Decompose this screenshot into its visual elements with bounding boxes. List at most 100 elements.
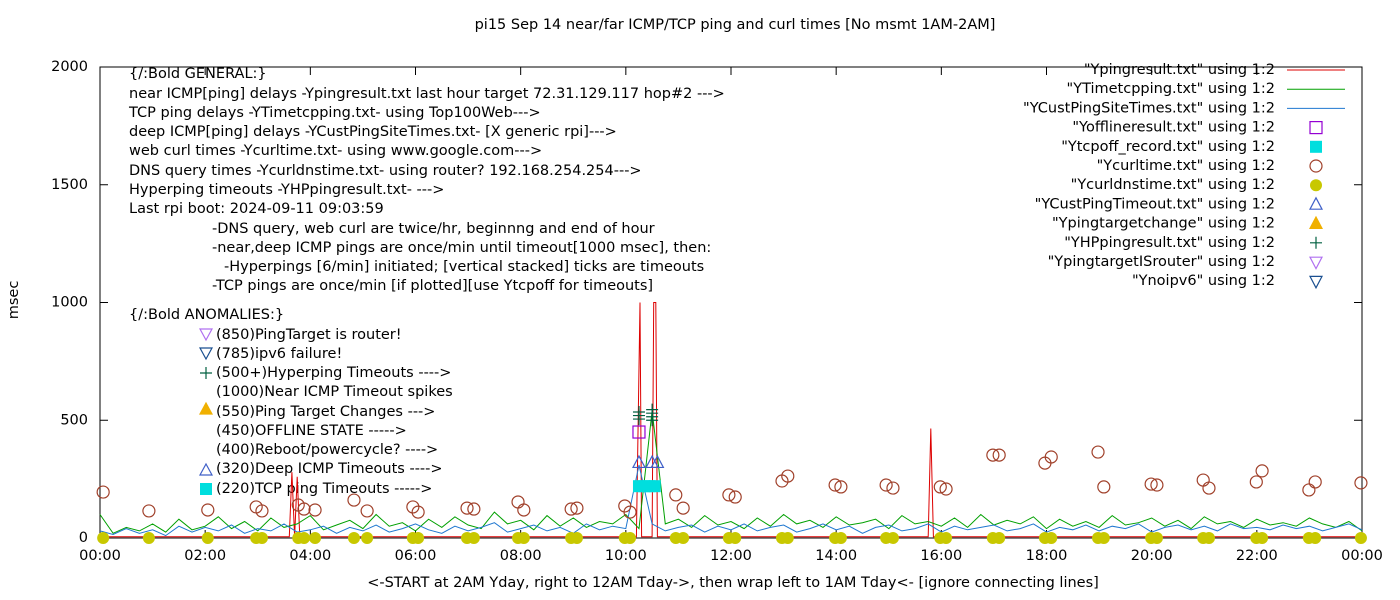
annotation: deep ICMP[ping] delays -YCustPingSiteTim… — [129, 124, 617, 140]
marker — [986, 448, 1000, 462]
annotation: (500+)Hyperping Timeouts ----> — [216, 365, 451, 381]
annotation: Hyperping timeouts -YHPpingresult.txt- -… — [129, 182, 444, 198]
annotation: -near,deep ICMP pings are once/min until… — [212, 240, 711, 256]
marker — [1308, 475, 1322, 489]
legend-label: "YHPpingresult.txt" using 1:2 — [1064, 235, 1275, 251]
marker — [347, 532, 360, 544]
marker — [1144, 477, 1158, 491]
marker — [729, 532, 742, 544]
legend-label: "Ypingtargetchange" using 1:2 — [1052, 216, 1275, 232]
legend-label: "Yofflineresult.txt" using 1:2 — [1072, 120, 1275, 136]
marker — [517, 503, 531, 517]
y-tick-label: 500 — [60, 412, 88, 428]
marker — [467, 502, 481, 516]
legend-label: "Ytcpoff_record.txt" using 1:2 — [1061, 139, 1275, 155]
annotation: (1000)Near ICMP Timeout spikes — [216, 384, 453, 400]
marker — [517, 532, 530, 544]
marker — [1097, 480, 1111, 494]
legend-label: "Ypingresult.txt" using 1:2 — [1084, 62, 1275, 78]
icon — [200, 483, 212, 495]
legend-swatch — [1310, 236, 1322, 249]
marker — [828, 478, 842, 492]
legend-label: "YpingtargetISrouter" using 1:2 — [1048, 254, 1275, 270]
marker — [142, 532, 155, 544]
marker — [1202, 532, 1215, 544]
marker — [632, 425, 646, 439]
marker — [993, 532, 1006, 544]
x-tick-label: 04:00 — [289, 548, 331, 564]
marker — [1097, 532, 1110, 544]
marker — [201, 503, 215, 517]
icon — [198, 401, 214, 415]
x-tick-label: 16:00 — [920, 548, 962, 564]
annotation: TCP ping delays -YTimetcpping.txt- using… — [128, 105, 541, 121]
marker — [1354, 532, 1367, 544]
marker — [511, 495, 525, 509]
y-tick-label: 1000 — [51, 295, 88, 311]
x-tick-label: 00:00 — [79, 548, 121, 564]
annotation: (850)PingTarget is router! — [216, 327, 402, 343]
legend-swatch — [1309, 256, 1323, 270]
marker — [1309, 532, 1322, 544]
marker — [460, 501, 474, 515]
legend-swatch — [1309, 120, 1323, 135]
marker — [1045, 532, 1058, 544]
annotation: -DNS query, web curl are twice/hr, begin… — [212, 221, 655, 237]
icon — [200, 367, 212, 379]
x-tick-label: 20:00 — [1131, 548, 1173, 564]
marker — [411, 505, 425, 519]
legend-swatch — [1309, 215, 1323, 229]
marker — [347, 493, 361, 507]
marker — [298, 532, 311, 544]
marker — [992, 448, 1006, 462]
icon — [198, 462, 214, 476]
marker — [308, 503, 322, 517]
marker — [406, 500, 420, 514]
x-tick-label: 14:00 — [815, 548, 857, 564]
marker — [1150, 478, 1164, 492]
marker — [676, 501, 690, 515]
marker — [360, 504, 374, 518]
marker — [886, 481, 900, 495]
x-tick-label: 10:00 — [605, 548, 647, 564]
marker — [1302, 483, 1316, 497]
annotation: (450)OFFLINE STATE -----> — [216, 423, 407, 439]
annotation: -Hyperpings [6/min] initiated; [vertical… — [224, 259, 704, 275]
annotation: web curl times -Ycurltime.txt- using www… — [129, 143, 542, 159]
legend-swatch — [1309, 196, 1323, 210]
y-tick-label: 1500 — [51, 177, 88, 193]
x-tick-label: 08:00 — [500, 548, 542, 564]
marker — [309, 532, 322, 544]
marker — [728, 490, 742, 504]
marker — [632, 406, 645, 419]
x-tick-label: 06:00 — [395, 548, 437, 564]
y-axis-label: msec — [6, 281, 22, 320]
marker — [940, 532, 953, 544]
marker — [624, 532, 637, 544]
annotation: (220)TCP ping Timeouts -----> — [216, 481, 432, 497]
marker — [201, 532, 214, 544]
marker — [1044, 450, 1058, 464]
marker — [1255, 464, 1269, 478]
legend-label: "Ycurldnstime.txt" using 1:2 — [1071, 177, 1275, 193]
marker — [1202, 481, 1216, 495]
legend-label: "Ycurltime.txt" using 1:2 — [1097, 158, 1275, 174]
marker — [1091, 445, 1105, 459]
x-axis-label: <-START at 2AM Yday, right to 12AM Tday-… — [367, 575, 1099, 591]
legend-label: "YTimetcpping.txt" using 1:2 — [1067, 81, 1275, 97]
annotation: -TCP pings are once/min [if plotted][use… — [212, 278, 653, 294]
annotation: near ICMP[ping] delays -Ypingresult.txt … — [129, 86, 725, 102]
marker — [96, 485, 110, 499]
annotation: {/:Bold GENERAL:} — [129, 66, 267, 82]
annotation: (785)ipv6 failure! — [216, 346, 342, 362]
marker — [646, 403, 659, 416]
marker — [781, 469, 795, 483]
annotation: DNS query times -Ycurldnstime.txt- using… — [129, 163, 642, 179]
legend-swatch — [1309, 275, 1323, 290]
chart-title: pi15 Sep 14 near/far ICMP/TCP ping and c… — [475, 17, 996, 33]
legend-label: "Ynoipv6" using 1:2 — [1132, 273, 1275, 289]
marker — [255, 504, 269, 518]
marker — [142, 504, 156, 518]
x-tick-label: 22:00 — [1236, 548, 1278, 564]
annotation: (400)Reboot/powercycle? ----> — [216, 442, 438, 458]
